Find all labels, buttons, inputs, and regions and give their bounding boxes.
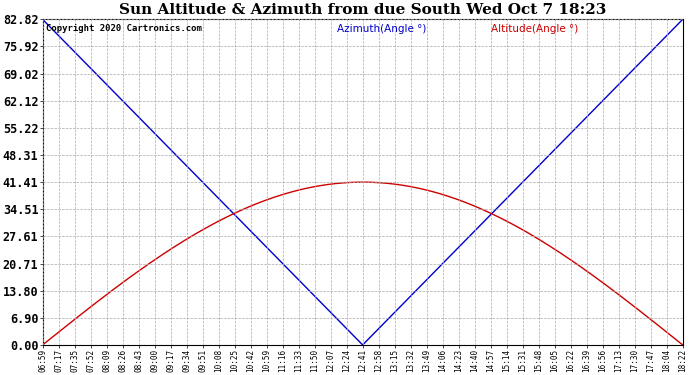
Title: Sun Altitude & Azimuth from due South Wed Oct 7 18:23: Sun Altitude & Azimuth from due South We… (119, 3, 607, 17)
Text: Azimuth(Angle °): Azimuth(Angle °) (337, 24, 426, 34)
Text: Altitude(Angle °): Altitude(Angle °) (491, 24, 578, 34)
Text: Copyright 2020 Cartronics.com: Copyright 2020 Cartronics.com (46, 24, 201, 33)
